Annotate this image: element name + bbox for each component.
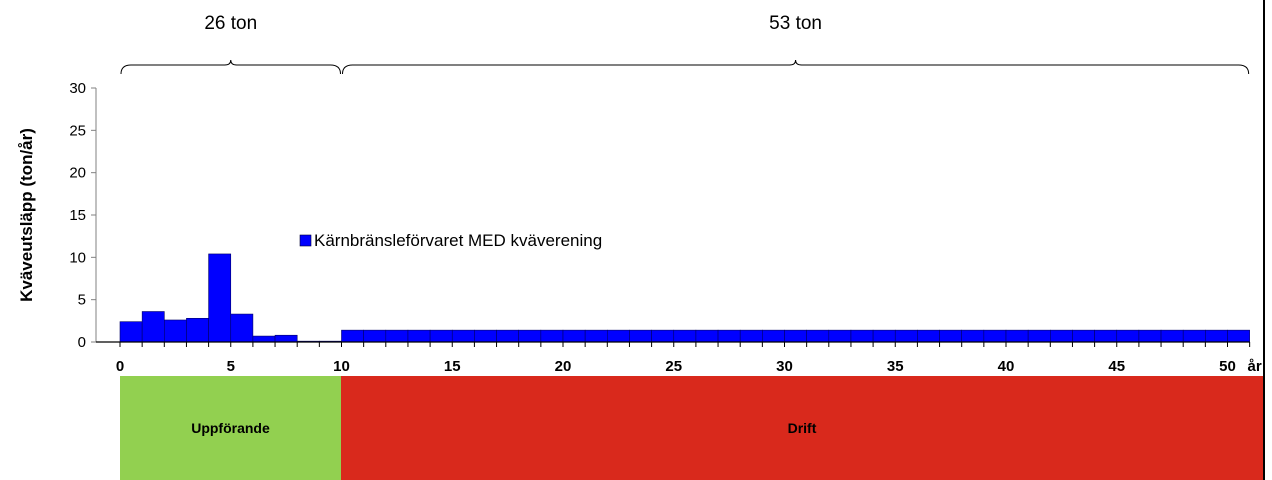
- y-tick-label: 25: [69, 122, 86, 139]
- bar: [961, 329, 985, 343]
- bar: [341, 329, 364, 343]
- bar: [917, 329, 940, 343]
- bar: [695, 329, 719, 343]
- frame-border: [1263, 0, 1265, 480]
- y-tick-label: 10: [69, 249, 86, 266]
- x-tick-label: 10: [333, 358, 350, 375]
- bar: [540, 329, 564, 343]
- y-axis: 0 5 10 15 20 25 30: [69, 80, 97, 351]
- phase-operation: Drift: [341, 376, 1263, 480]
- bar: [651, 329, 675, 343]
- bar: [1094, 329, 1118, 343]
- bar: [1072, 329, 1095, 343]
- bar: [164, 319, 187, 343]
- bar: [1005, 329, 1029, 343]
- bar: [673, 329, 697, 343]
- x-tick-label: 50: [1219, 358, 1236, 375]
- bar: [496, 329, 519, 343]
- bar: [1027, 329, 1051, 343]
- bar: [1227, 329, 1250, 343]
- bar: [939, 329, 962, 343]
- y-tick-label: 30: [69, 80, 86, 97]
- bar: [629, 329, 652, 343]
- bar: [1160, 329, 1184, 343]
- x-tick-label: 40: [998, 358, 1015, 375]
- bar: [1205, 329, 1228, 343]
- bar: [806, 329, 830, 343]
- y-tick-label: 0: [78, 334, 86, 351]
- bar: [850, 329, 874, 343]
- x-tick-label: 45: [1108, 358, 1125, 375]
- bar: [1050, 329, 1073, 343]
- y-tick-label: 5: [78, 292, 86, 309]
- bar: [717, 329, 741, 343]
- y-tick-label: 20: [69, 165, 86, 182]
- bar: [562, 329, 586, 343]
- bar: [784, 329, 807, 343]
- bar: [828, 329, 852, 343]
- y-tick-label: 15: [69, 207, 86, 224]
- phase-construction-label: Uppförande: [191, 420, 270, 436]
- x-tick-label: 35: [887, 358, 904, 375]
- nitrogen-emission-chart: 26 ton 53 ton 0 5 10 15 20 25 30 0 5 10 15 20 25 30 35…: [17, 13, 1262, 375]
- bar: [1138, 329, 1162, 343]
- x-tick-label: 30: [776, 358, 793, 375]
- annotation-brace: [120, 59, 341, 75]
- bar: [762, 329, 785, 343]
- x-tick-label: 20: [555, 358, 572, 375]
- annotation-brace: [342, 59, 1250, 75]
- bar: [429, 329, 453, 343]
- bar: [474, 329, 497, 343]
- bar: [451, 329, 475, 343]
- bars: [119, 253, 1250, 343]
- bar: [1182, 329, 1206, 343]
- bar: [872, 329, 896, 343]
- annotation-label: 26 ton: [204, 13, 257, 34]
- bar: [407, 329, 431, 343]
- bar: [385, 329, 409, 343]
- bar: [606, 329, 630, 343]
- x-axis-unit: år: [1248, 358, 1262, 375]
- annotation-brackets: 26 ton 53 ton: [120, 13, 1250, 75]
- bar: [1116, 329, 1140, 343]
- legend-swatch: [299, 234, 312, 247]
- bar: [141, 311, 165, 343]
- bar: [739, 329, 763, 343]
- x-tick-label: 15: [444, 358, 461, 375]
- bar: [119, 321, 143, 343]
- x-axis: 0 5 10 15 20 25 30 35 40 45 50 år: [96, 341, 1262, 375]
- x-tick-label: 25: [665, 358, 682, 375]
- bar: [894, 329, 918, 343]
- bar: [274, 334, 298, 343]
- x-tick-label: 5: [227, 358, 235, 375]
- phase-construction: Uppförande: [120, 376, 341, 480]
- phase-operation-label: Drift: [787, 420, 817, 436]
- legend-label: Kärnbränsleförvaret MED kväverening: [314, 231, 602, 250]
- bar: [230, 313, 254, 343]
- bar: [208, 253, 232, 343]
- bar: [584, 329, 608, 343]
- x-tick-label: 0: [116, 358, 124, 375]
- annotation-label: 53 ton: [769, 13, 822, 34]
- bar: [983, 329, 1007, 343]
- bar: [186, 317, 209, 343]
- bar: [252, 335, 276, 343]
- bar: [518, 329, 542, 343]
- y-axis-label: Kväveutsläpp (ton/år): [17, 128, 36, 302]
- bar: [363, 329, 387, 343]
- legend: Kärnbränsleförvaret MED kväverening: [299, 231, 602, 250]
